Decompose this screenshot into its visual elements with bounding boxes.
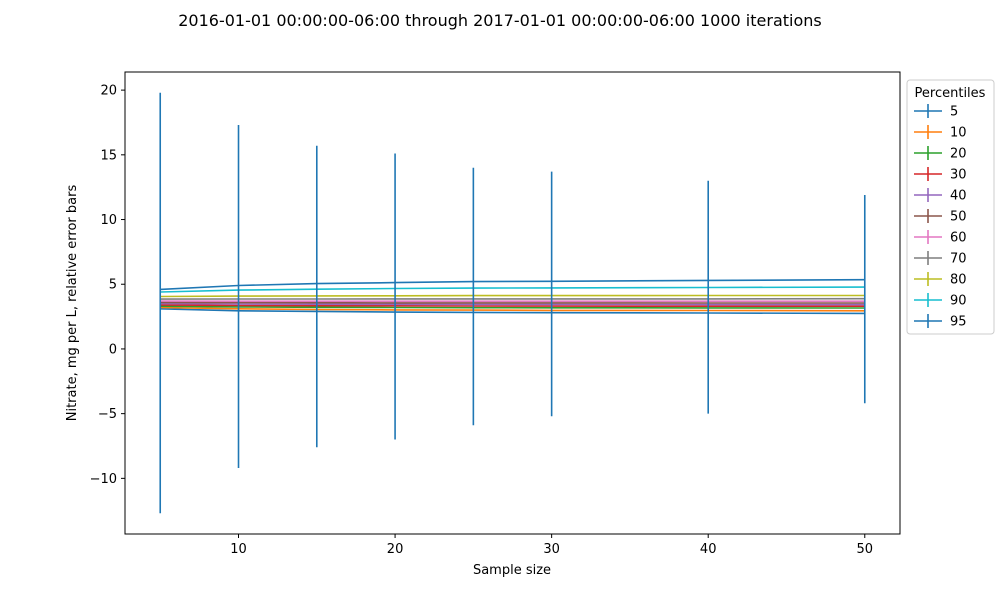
x-tick-label: 20: [387, 542, 404, 557]
y-tick-label: −10: [90, 472, 117, 487]
x-tick-label: 50: [856, 542, 873, 557]
y-axis-label: Nitrate, mg per L, relative error bars: [65, 185, 80, 422]
legend-label-90: 90: [950, 294, 967, 309]
legend-label-40: 40: [950, 189, 967, 204]
legend-label-80: 80: [950, 273, 967, 288]
y-tick-label: 10: [100, 213, 117, 228]
legend: Percentiles 5 10 20 30 40 50 60 70 80 90 95: [906, 79, 995, 335]
x-tick-label: 30: [543, 542, 560, 557]
legend-label-20: 20: [950, 147, 967, 162]
legend-title: Percentiles: [915, 86, 986, 101]
y-tick-label: 20: [100, 84, 117, 99]
series-line-5: [160, 308, 865, 315]
y-tick-label: −5: [98, 407, 117, 422]
y-tick-label: 15: [100, 148, 117, 163]
legend-label-50: 50: [950, 210, 967, 225]
series-line-90: [160, 286, 865, 293]
x-axis-label: Sample size: [473, 563, 551, 578]
legend-label-10: 10: [950, 126, 967, 141]
legend-label-70: 70: [950, 252, 967, 267]
legend-label-5: 5: [950, 105, 958, 120]
plot-area: [159, 92, 866, 514]
legend-label-95: 95: [950, 315, 967, 330]
series-line-40: [160, 302, 865, 306]
x-tick-label: 10: [230, 542, 247, 557]
x-axis: 10 20 30 40 50: [230, 534, 873, 557]
legend-frame: [906, 79, 995, 335]
y-axis: −10 −5 0 5 10 15 20: [90, 84, 125, 487]
legend-label-60: 60: [950, 231, 967, 246]
series-line-20: [160, 305, 865, 309]
x-tick-label: 40: [700, 542, 717, 557]
chart-title: 2016-01-01 00:00:00-06:00 through 2017-0…: [178, 11, 821, 30]
legend-label-30: 30: [950, 168, 967, 183]
y-tick-label: 0: [109, 342, 117, 357]
series-line-50: [160, 301, 865, 304]
plot-frame: [124, 71, 901, 535]
series-line-95: [160, 278, 865, 291]
series-line-80: [160, 294, 865, 298]
y-tick-label: 5: [109, 278, 117, 293]
series-line-30: [160, 304, 865, 308]
series-line-10: [160, 306, 865, 312]
